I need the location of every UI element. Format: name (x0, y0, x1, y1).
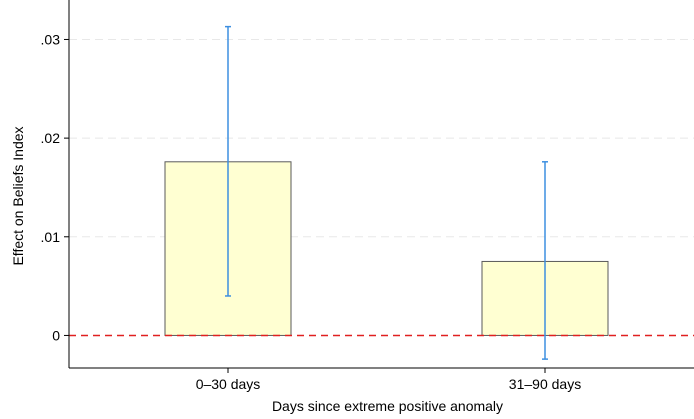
x-tick-label-0: 0–30 days (196, 376, 261, 392)
bars (164, 161, 609, 336)
y-tick-label-1: .01 (41, 229, 61, 245)
x-axis-label: Days since extreme positive anomaly (272, 398, 503, 414)
axes (68, 0, 694, 369)
y-tick-label-3: .03 (41, 31, 61, 47)
y-tick-label-0: 0 (52, 327, 60, 343)
grid-lines (69, 38, 694, 238)
error-bars (225, 25, 548, 360)
y-axis-label: Effect on Beliefs Index (10, 126, 26, 265)
y-tick-label-2: .02 (41, 130, 61, 146)
x-tick-label-1: 31–90 days (509, 376, 581, 392)
ticks: 0 .01 .02 .03 0–30 days 31–90 days (41, 31, 582, 392)
